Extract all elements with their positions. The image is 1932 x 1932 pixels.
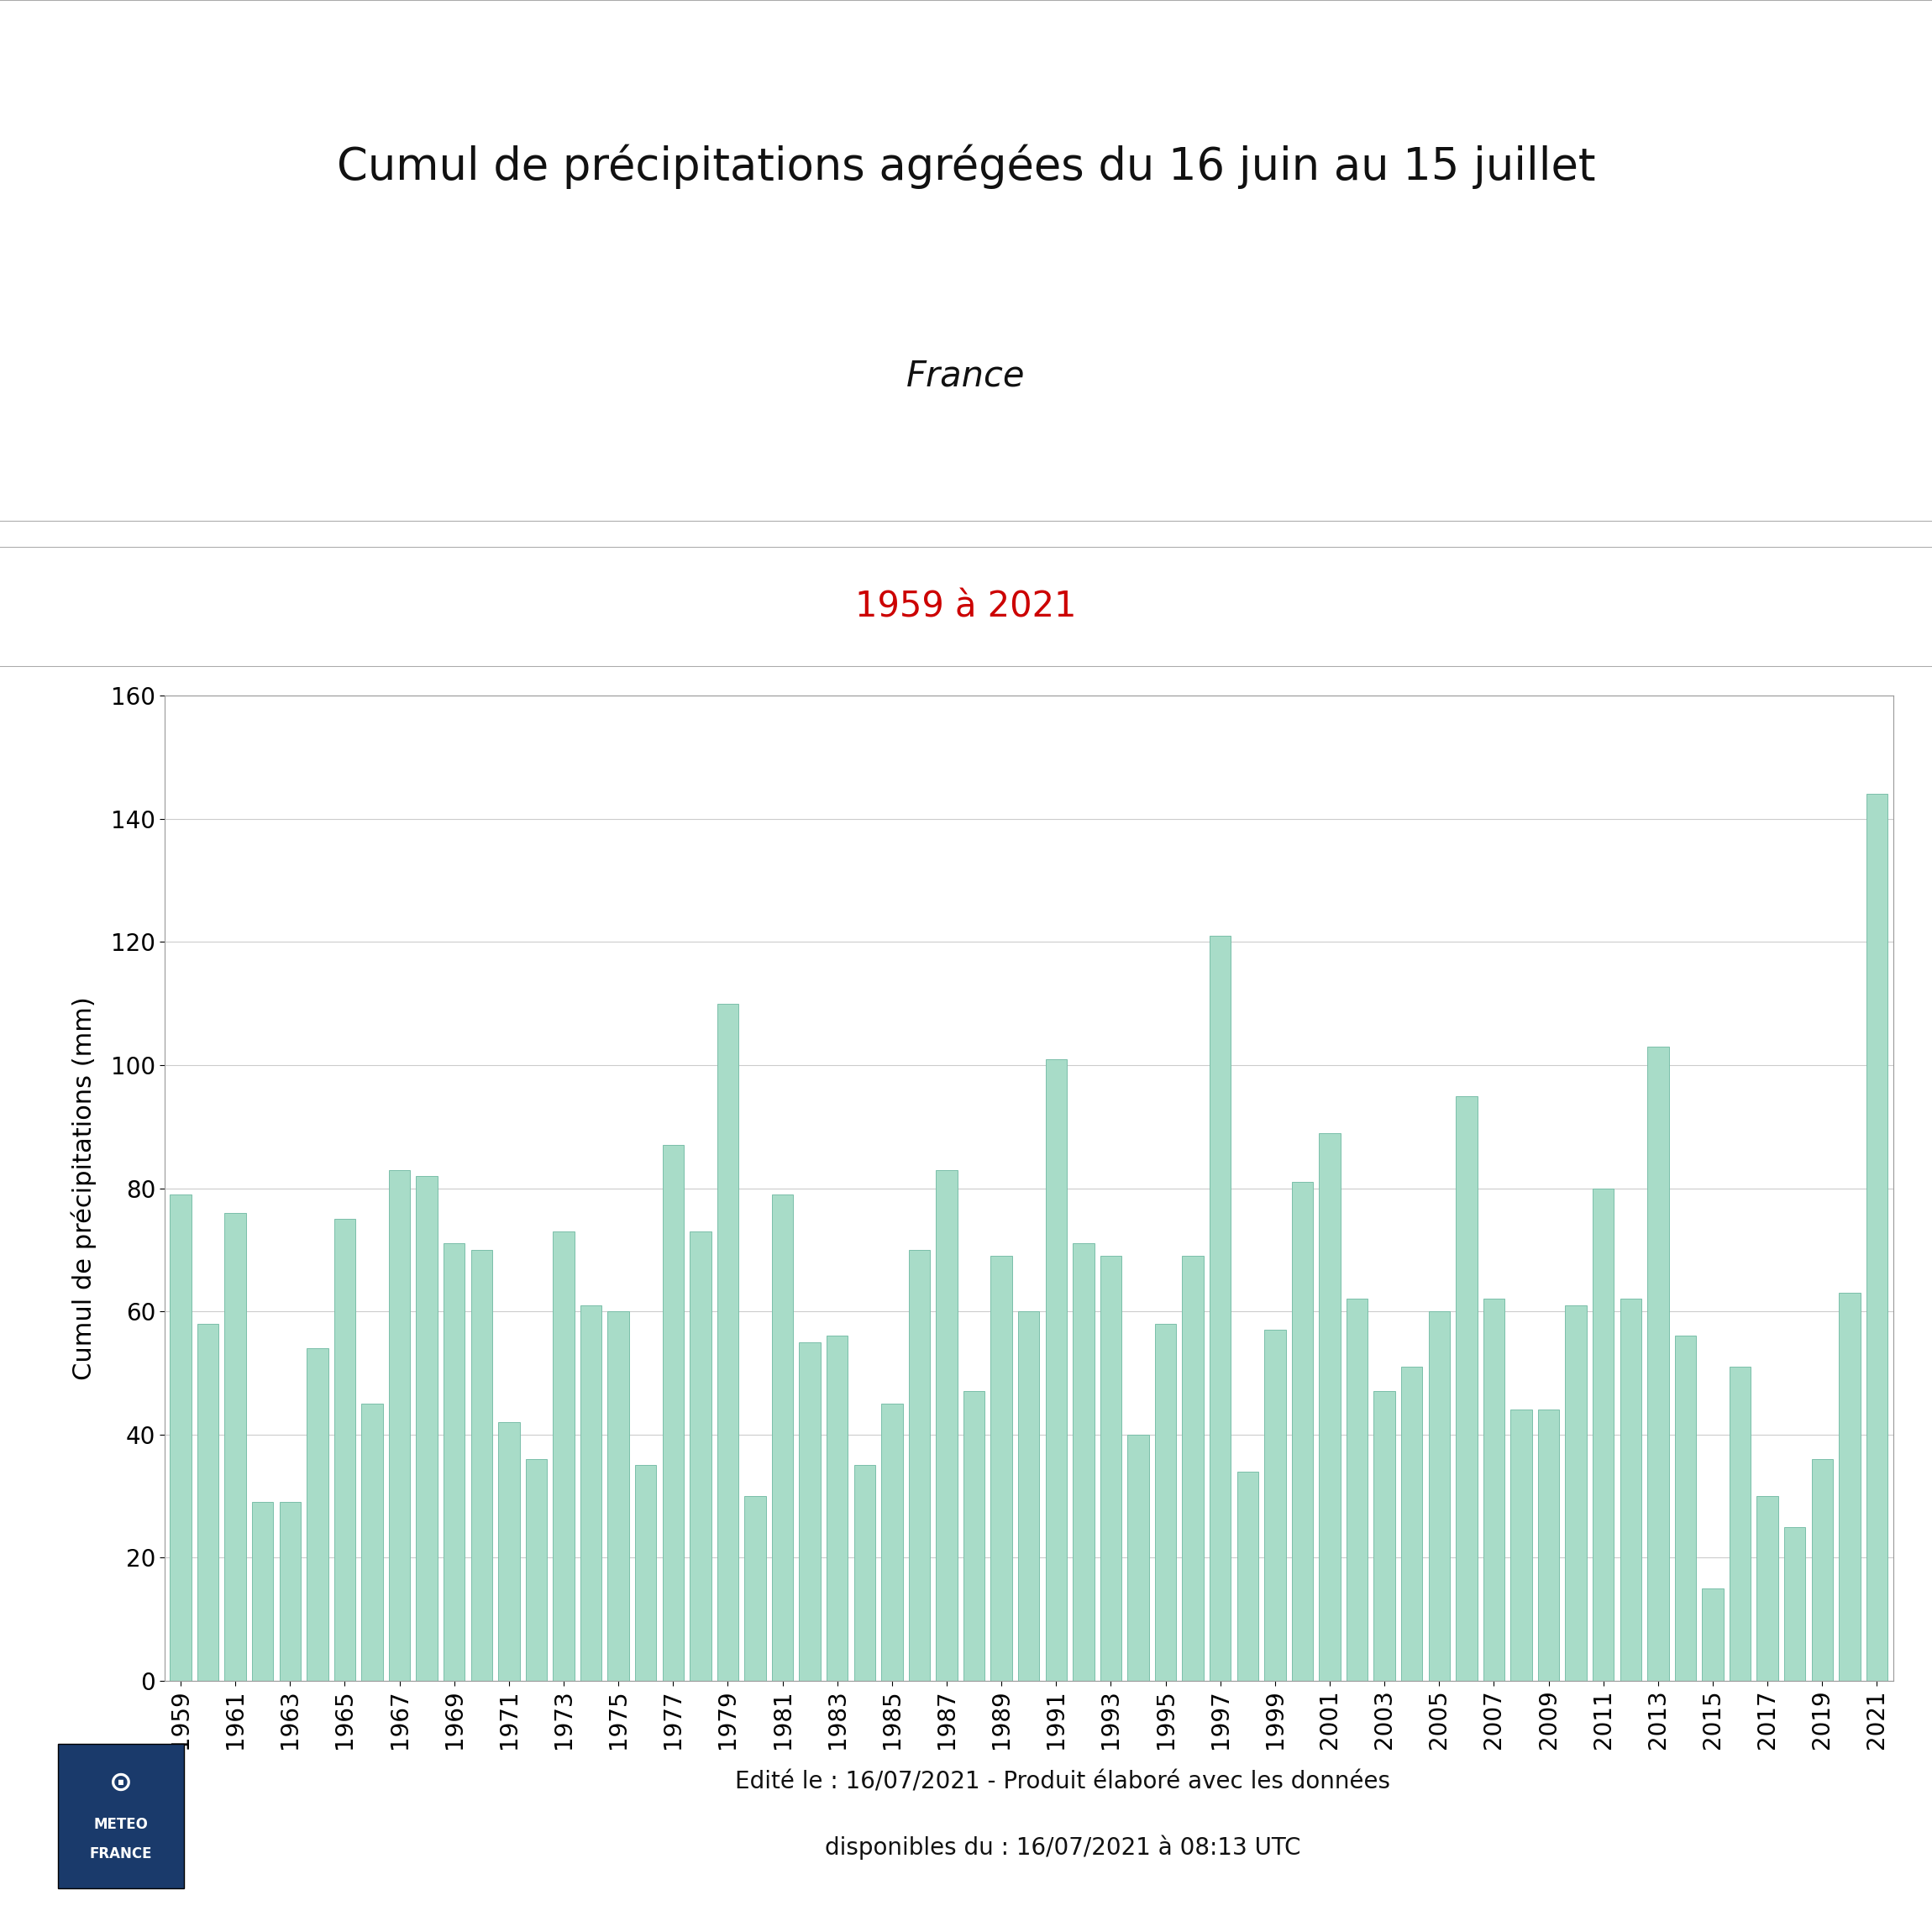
Text: Cumul de précipitations agrégées du 16 juin au 15 juillet: Cumul de précipitations agrégées du 16 j… bbox=[336, 145, 1596, 189]
Bar bbox=[415, 1177, 437, 1681]
Text: METEO: METEO bbox=[93, 1818, 149, 1832]
Bar bbox=[854, 1464, 875, 1681]
Bar bbox=[1428, 1312, 1449, 1681]
Bar bbox=[1293, 1182, 1314, 1681]
Bar bbox=[1347, 1298, 1368, 1681]
Bar bbox=[444, 1244, 466, 1681]
Bar bbox=[908, 1250, 929, 1681]
Bar bbox=[580, 1306, 601, 1681]
Bar bbox=[1099, 1256, 1122, 1681]
Text: Edité le : 16/07/2021 - Produit élaboré avec les données: Edité le : 16/07/2021 - Produit élaboré … bbox=[734, 1770, 1391, 1795]
Text: ⊙: ⊙ bbox=[108, 1770, 133, 1797]
Bar bbox=[224, 1213, 245, 1681]
Bar bbox=[1155, 1323, 1177, 1681]
Bar bbox=[1839, 1293, 1861, 1681]
Text: France: France bbox=[906, 357, 1026, 394]
Bar bbox=[1702, 1588, 1723, 1681]
Bar bbox=[827, 1337, 848, 1681]
Bar bbox=[800, 1343, 821, 1681]
Bar bbox=[1538, 1410, 1559, 1681]
Bar bbox=[251, 1503, 274, 1681]
Bar bbox=[197, 1323, 218, 1681]
Bar bbox=[609, 1312, 630, 1681]
Bar bbox=[717, 1003, 738, 1681]
Bar bbox=[1812, 1459, 1833, 1681]
Bar bbox=[1866, 794, 1888, 1681]
Bar bbox=[1320, 1132, 1341, 1681]
Bar bbox=[1729, 1366, 1750, 1681]
Bar bbox=[690, 1231, 711, 1681]
Bar bbox=[553, 1231, 574, 1681]
Bar bbox=[1128, 1434, 1150, 1681]
Bar bbox=[1045, 1059, 1066, 1681]
Bar bbox=[526, 1459, 547, 1681]
Text: FRANCE: FRANCE bbox=[89, 1847, 153, 1861]
Bar bbox=[1648, 1047, 1669, 1681]
Bar bbox=[1783, 1526, 1806, 1681]
Bar bbox=[1484, 1298, 1505, 1681]
Bar bbox=[935, 1169, 958, 1681]
Bar bbox=[1457, 1095, 1478, 1681]
Bar bbox=[636, 1464, 657, 1681]
Bar bbox=[991, 1256, 1012, 1681]
Bar bbox=[744, 1495, 765, 1681]
Bar bbox=[361, 1405, 383, 1681]
FancyBboxPatch shape bbox=[58, 1743, 184, 1889]
Text: disponibles du : 16/07/2021 à 08:13 UTC: disponibles du : 16/07/2021 à 08:13 UTC bbox=[825, 1835, 1300, 1861]
Bar bbox=[280, 1503, 301, 1681]
Bar bbox=[1018, 1312, 1039, 1681]
Bar bbox=[471, 1250, 493, 1681]
Bar bbox=[1264, 1329, 1285, 1681]
Bar bbox=[1675, 1337, 1696, 1681]
Bar bbox=[1374, 1391, 1395, 1681]
Bar bbox=[1182, 1256, 1204, 1681]
Y-axis label: Cumul de précipitations (mm): Cumul de précipitations (mm) bbox=[71, 997, 97, 1379]
Bar bbox=[663, 1146, 684, 1681]
Bar bbox=[773, 1194, 794, 1681]
Bar bbox=[1401, 1366, 1422, 1681]
Text: 1959 à 2021: 1959 à 2021 bbox=[856, 589, 1076, 624]
Bar bbox=[498, 1422, 520, 1681]
Bar bbox=[1209, 935, 1231, 1681]
Bar bbox=[964, 1391, 985, 1681]
Bar bbox=[1236, 1472, 1258, 1681]
Bar bbox=[307, 1349, 328, 1681]
Bar bbox=[1756, 1495, 1777, 1681]
Bar bbox=[1565, 1306, 1586, 1681]
Bar bbox=[1511, 1410, 1532, 1681]
Bar bbox=[1072, 1244, 1094, 1681]
Bar bbox=[1592, 1188, 1613, 1681]
Bar bbox=[170, 1194, 191, 1681]
Bar bbox=[881, 1405, 902, 1681]
Bar bbox=[388, 1169, 410, 1681]
Bar bbox=[334, 1219, 355, 1681]
Bar bbox=[1621, 1298, 1642, 1681]
